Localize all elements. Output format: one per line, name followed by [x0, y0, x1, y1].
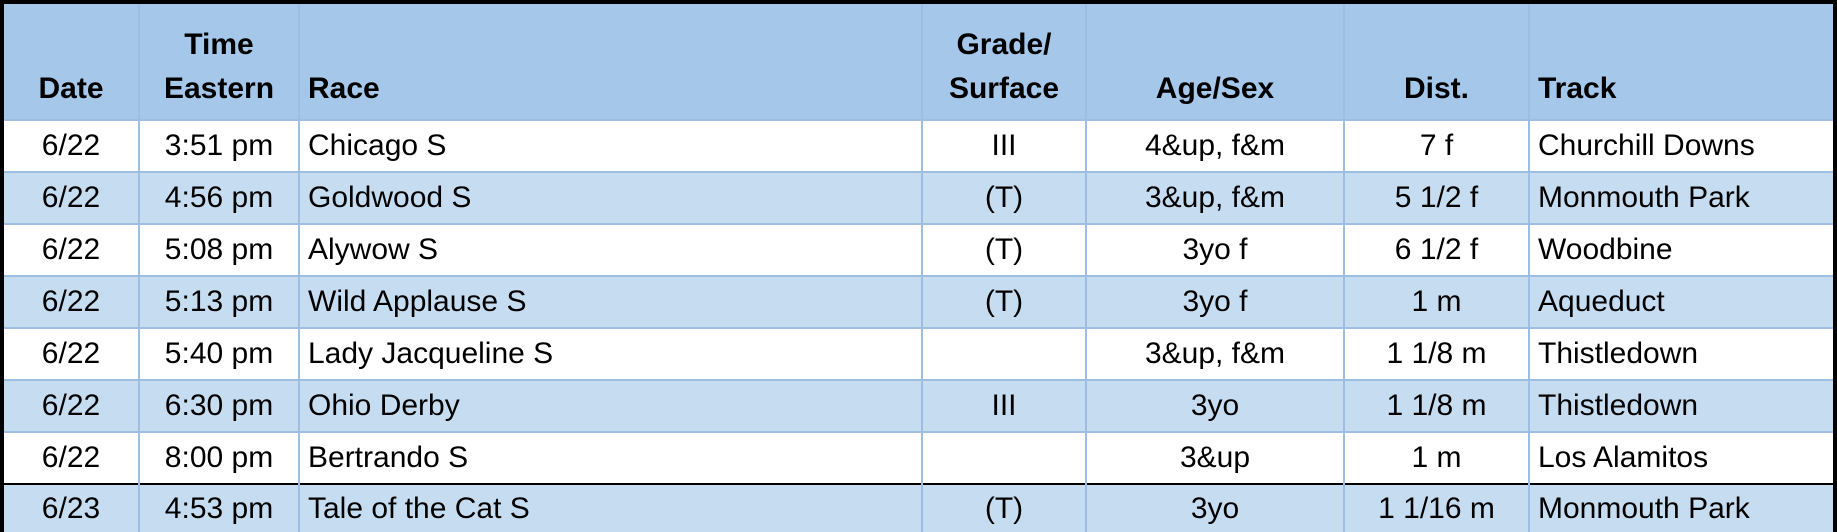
table-cell: 1 1/16 m	[1343, 483, 1529, 532]
table-cell: Aqueduct	[1528, 275, 1833, 328]
table-cell: 6/22	[4, 119, 139, 172]
table-cell: 3yo f	[1085, 275, 1344, 328]
table-cell: 5:13 pm	[138, 275, 299, 328]
header-text: Time	[184, 28, 254, 61]
table-cell	[921, 327, 1086, 380]
table-cell: 6/22	[4, 275, 139, 328]
table-frame: Date Time Eastern Race Grade/Surface Age/Sex D…	[4, 4, 1833, 532]
table-cell: Woodbine	[1528, 223, 1833, 276]
table-cell: III	[921, 379, 1086, 432]
table-cell: 3&up, f&m	[1085, 171, 1344, 224]
table-cell: 3&up, f&m	[1085, 327, 1344, 380]
table-cell: 6/22	[4, 171, 139, 224]
header-row: Date Time Eastern Race Grade/Surface Age/Sex D…	[4, 4, 1833, 120]
table-cell: 6/22	[4, 327, 139, 380]
header-text: Dist.	[1403, 72, 1469, 105]
table-cell: 6 1/2 f	[1343, 223, 1529, 276]
table-cell: Goldwood S	[298, 171, 922, 224]
header-text: Date	[38, 72, 104, 105]
table-cell: (T)	[921, 483, 1086, 532]
table-cell: 3&up	[1085, 431, 1344, 484]
table-cell: Chicago S	[298, 119, 922, 172]
table-cell: (T)	[921, 275, 1086, 328]
table-cell: Thistledown	[1528, 327, 1833, 380]
table-row: 6/22 4:56 pm Goldwood S (T) 3&up, f&m 5 1/2 f…	[4, 171, 1833, 224]
table-cell: Ohio Derby	[298, 379, 922, 432]
table-cell: 4:56 pm	[138, 171, 299, 224]
table-cell: 4&up, f&m	[1085, 119, 1344, 172]
table-row: 6/23 4:53 pm Tale of the Cat S (T) 3yo 1 1/16…	[4, 483, 1833, 532]
header-cell: Grade/Surface	[921, 4, 1086, 120]
race-table: Date Time Eastern Race Grade/Surface Age/Sex D…	[4, 4, 1833, 532]
table-cell: 6/22	[4, 431, 139, 484]
header-text: Race	[308, 72, 380, 105]
table-cell: (T)	[921, 223, 1086, 276]
table-cell: 8:00 pm	[138, 431, 299, 484]
header-text: Track	[1538, 72, 1617, 105]
table-row: 6/22 8:00 pm Bertrando S 3&up 1 m Los Alamito…	[4, 431, 1833, 484]
table-cell: Thistledown	[1528, 379, 1833, 432]
table-cell: 1 1/8 m	[1343, 379, 1529, 432]
table-cell: 5:40 pm	[138, 327, 299, 380]
header-cell: Date	[4, 4, 139, 120]
table-cell: Tale of the Cat S	[298, 483, 922, 532]
header-text: Age/Sex	[1155, 72, 1275, 105]
table-cell: 3yo	[1085, 379, 1344, 432]
table-cell: Alywow S	[298, 223, 922, 276]
table-cell: 3:51 pm	[138, 119, 299, 172]
header-cell: Track	[1528, 4, 1833, 120]
table-row: 6/22 6:30 pm Ohio Derby III 3yo 1 1/8 m Thistl…	[4, 379, 1833, 432]
table-cell: Churchill Downs	[1528, 119, 1833, 172]
table-cell: 4:53 pm	[138, 483, 299, 532]
header-text: Eastern	[163, 72, 275, 105]
header-text: Surface	[948, 72, 1060, 105]
table-cell: (T)	[921, 171, 1086, 224]
table-cell: 6/22	[4, 223, 139, 276]
table-row: 6/22 5:40 pm Lady Jacqueline S 3&up, f&m 1 1…	[4, 327, 1833, 380]
header-cell: Time Eastern	[138, 4, 299, 120]
table-cell: 6/22	[4, 379, 139, 432]
header-cell: Dist.	[1343, 4, 1529, 120]
table-cell: 6:30 pm	[138, 379, 299, 432]
header-cell: Race	[298, 4, 922, 120]
table-cell: Los Alamitos	[1528, 431, 1833, 484]
table-cell: Lady Jacqueline S	[298, 327, 922, 380]
table-cell: III	[921, 119, 1086, 172]
table-cell: 5:08 pm	[138, 223, 299, 276]
table-cell: 5 1/2 f	[1343, 171, 1529, 224]
table-cell: 3yo	[1085, 483, 1344, 532]
table-cell: 6/23	[4, 483, 139, 532]
table-cell: Monmouth Park	[1528, 483, 1833, 532]
table-body: 6/22 3:51 pm Chicago S III 4&up, f&m 7 f Churc…	[4, 119, 1833, 532]
header-cell: Age/Sex	[1085, 4, 1344, 120]
table-cell: 1 1/8 m	[1343, 327, 1529, 380]
table-cell: 1 m	[1343, 431, 1529, 484]
table-cell: Bertrando S	[298, 431, 922, 484]
header-text: Grade/	[956, 28, 1052, 61]
table-cell: 3yo f	[1085, 223, 1344, 276]
table-row: 6/22 3:51 pm Chicago S III 4&up, f&m 7 f Churc…	[4, 119, 1833, 172]
table-cell: Monmouth Park	[1528, 171, 1833, 224]
table-cell	[921, 431, 1086, 484]
table-cell: 1 m	[1343, 275, 1529, 328]
table-cell: 7 f	[1343, 119, 1529, 172]
table-cell: Wild Applause S	[298, 275, 922, 328]
